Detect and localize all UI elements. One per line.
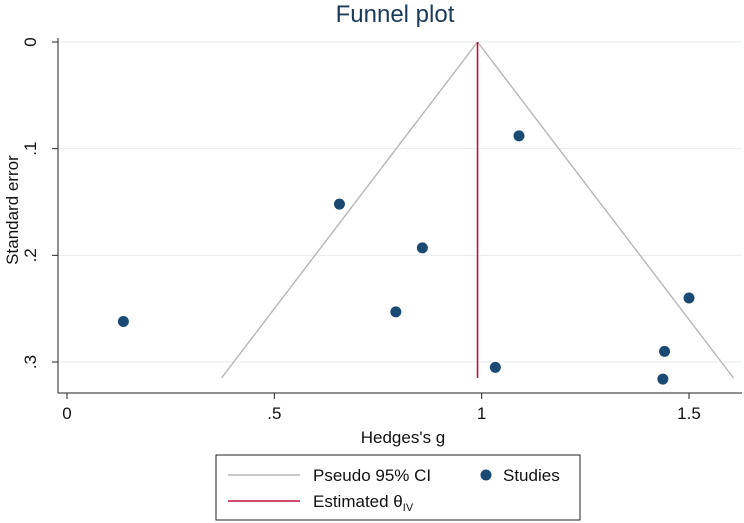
legend: Pseudo 95% CI Studies Estimated θIV <box>215 454 581 521</box>
legend-pseudo-ci-label: Pseudo 95% CI <box>313 466 431 485</box>
study-point <box>683 292 695 304</box>
legend-estimate-subscript: IV <box>403 502 414 514</box>
y-tick-label: .3 <box>21 355 40 369</box>
chart-title: Funnel plot <box>336 1 455 28</box>
axes: 0 .1 .2 .3 0 .5 1 1.5 <box>21 37 742 423</box>
legend-box <box>215 454 581 521</box>
legend-estimate-text: Estimated θ <box>313 492 403 511</box>
y-tick-label: .1 <box>21 142 40 156</box>
study-point <box>333 198 345 210</box>
study-point <box>657 373 669 385</box>
x-tick-label: .5 <box>267 404 281 423</box>
gridlines <box>58 41 742 363</box>
pseudo-ci-right-line <box>476 41 735 379</box>
pseudo-ci-funnel <box>220 41 735 379</box>
study-points <box>117 130 695 385</box>
study-point <box>117 315 129 327</box>
x-tick-label: 1 <box>477 404 486 423</box>
legend-estimate-label: Estimated θIV <box>313 492 414 514</box>
legend-studies-swatch <box>480 469 492 481</box>
y-axis-label: Standard error <box>3 155 22 265</box>
y-tick-label: .2 <box>21 248 40 262</box>
x-tick-label: 0 <box>62 404 71 423</box>
study-point <box>489 361 501 373</box>
pseudo-ci-left-line <box>220 41 479 379</box>
study-point <box>390 306 402 318</box>
study-point <box>416 242 428 254</box>
study-point <box>513 130 525 142</box>
y-tick-label: 0 <box>21 37 40 46</box>
x-axis-label: Hedges's g <box>361 428 446 447</box>
study-point <box>659 345 671 357</box>
legend-studies-label: Studies <box>503 466 560 485</box>
x-tick-label: 1.5 <box>677 404 701 423</box>
